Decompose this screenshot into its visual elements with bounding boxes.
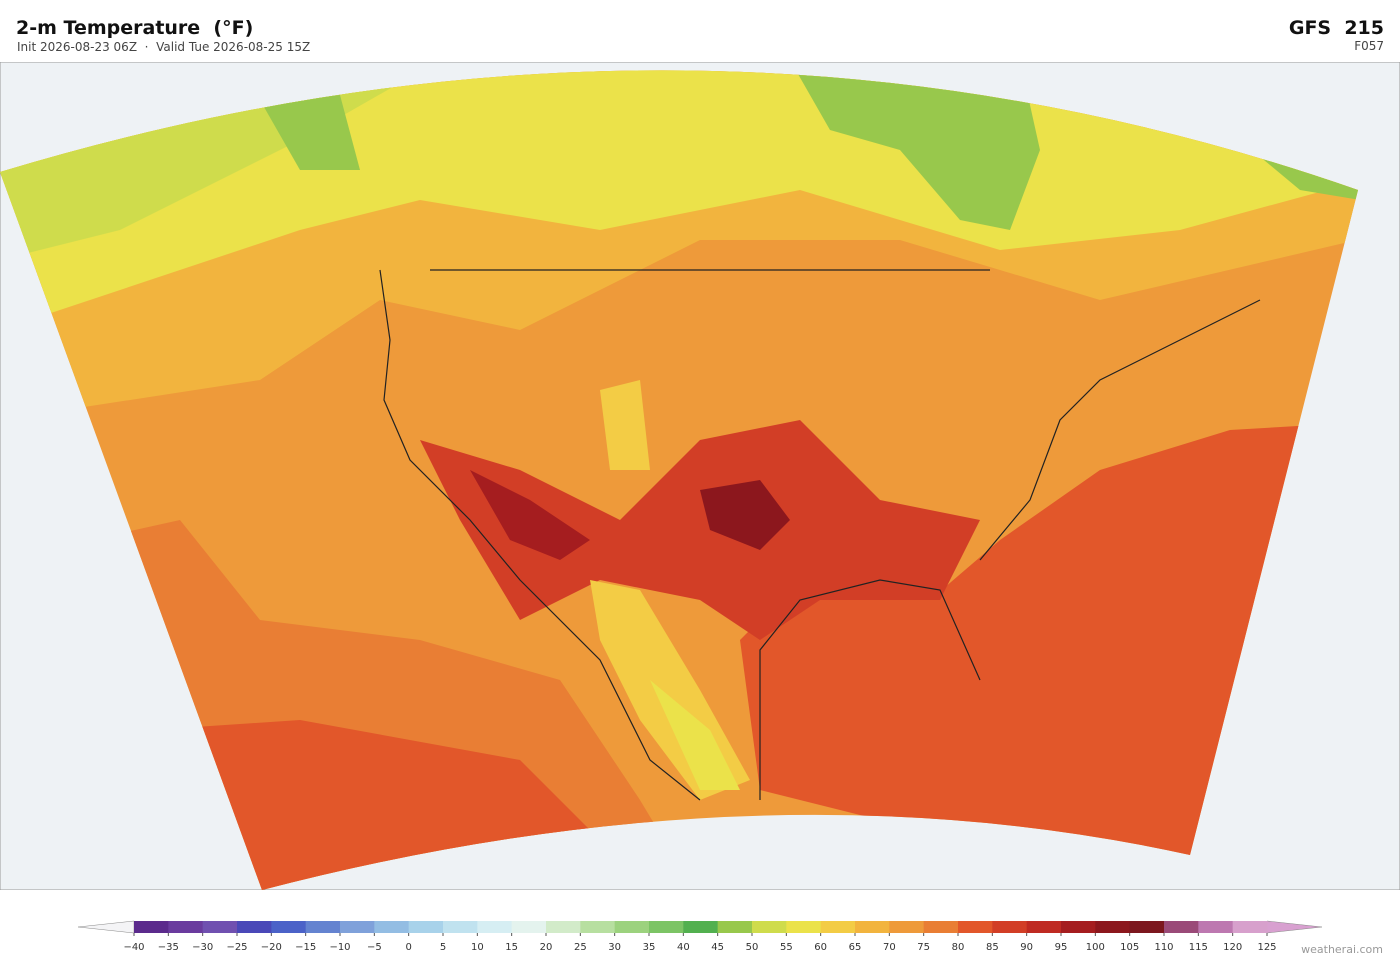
colorbar-bin — [1198, 921, 1234, 933]
colorbar-bin — [408, 921, 444, 933]
colorbar-tick-label: −40 — [123, 942, 144, 953]
colorbar-bin — [889, 921, 925, 933]
colorbar-bin — [580, 921, 616, 933]
colorbar-bin — [820, 921, 856, 933]
colorbar-bin — [237, 921, 272, 933]
colorbar-tick-label: 30 — [608, 942, 621, 953]
colorbar-tick-label: 75 — [917, 942, 930, 953]
colorbar-bin — [340, 921, 375, 933]
colorbar-tick-label: 0 — [405, 942, 411, 953]
colorbar-tick-label: −10 — [329, 942, 350, 953]
colorbar-bin — [134, 921, 169, 933]
colorbar-tick-label: 95 — [1055, 942, 1068, 953]
colorbar-bin — [1026, 921, 1062, 933]
colorbar-bin — [614, 921, 650, 933]
colorbar-tick-label: 50 — [746, 942, 759, 953]
colorbar-tick-label: 40 — [677, 942, 690, 953]
colorbar-tick-label: 85 — [986, 942, 999, 953]
colorbar-bin — [305, 921, 341, 933]
colorbar-tick-label: −15 — [295, 942, 316, 953]
colorbar-tick-label: 90 — [1020, 942, 1033, 953]
title: 2-m Temperature (°F) — [16, 17, 253, 39]
colorbar-tick-label: 60 — [814, 942, 827, 953]
colorbar-bin — [168, 921, 204, 933]
colorbar-tick-label: 15 — [505, 942, 518, 953]
colorbar-tick-label: −5 — [367, 942, 382, 953]
colorbar: −40 −35 −30 −25 −20 −15 −10 −5 0 5 10 15 20 25 30 35 40 4… — [77, 920, 1323, 953]
map — [0, 62, 1400, 890]
colorbar-bin — [374, 921, 410, 933]
colorbar-tick-label: 35 — [643, 942, 656, 953]
colorbar-tick-label: 55 — [780, 942, 793, 953]
colorbar-tick-label: 105 — [1120, 942, 1139, 953]
colorbar-bin — [923, 921, 959, 933]
colorbar-tick-label: −30 — [192, 942, 213, 953]
colorbar-bin — [717, 921, 753, 933]
colorbar-tick-label: 125 — [1257, 942, 1276, 953]
colorbar-tick-label: 10 — [471, 942, 484, 953]
colorbar-bin — [443, 921, 478, 933]
colorbar-bin — [1232, 921, 1268, 933]
colorbar-tick-label: 100 — [1086, 942, 1105, 953]
colorbar-tick-label: 110 — [1154, 942, 1173, 953]
colorbar-tick-label: −20 — [261, 942, 282, 953]
colorbar-tick-label: 80 — [952, 942, 965, 953]
colorbar-bin — [1061, 921, 1096, 933]
model: GFS 215 — [1289, 17, 1384, 39]
colorbar-bin — [511, 921, 547, 933]
colorbar-tick-label: 20 — [540, 942, 553, 953]
colorbar-tick-label: 25 — [574, 942, 587, 953]
colorbar-tick-label: −25 — [226, 942, 247, 953]
coastline — [379, 269, 1261, 801]
colorbar-bin — [855, 921, 890, 933]
colorbar-bin — [1129, 921, 1165, 933]
colorbar-bin — [958, 921, 993, 933]
colorbar-bin — [992, 921, 1028, 933]
colorbar-bin — [1095, 921, 1131, 933]
colorbar-bin — [683, 921, 719, 933]
colorbar-bin — [649, 921, 684, 933]
colorbar-bin — [271, 921, 307, 933]
subtitle: Init 2026-08-23 06Z · Valid Tue 2026-08-… — [17, 40, 310, 54]
colorbar-tick-label: 65 — [849, 942, 862, 953]
colorbar-bin — [202, 921, 238, 933]
colorbar-bin — [546, 921, 581, 933]
colorbar-tick-label: 45 — [711, 942, 724, 953]
colorbar-tick-label: 5 — [440, 942, 446, 953]
colorbar-bin — [752, 921, 787, 933]
colorbar-bin — [786, 921, 822, 933]
colorbar-tick-label: 120 — [1223, 942, 1242, 953]
forecast-hour: F057 — [1354, 39, 1384, 53]
credit: weatherai.com — [1301, 943, 1383, 956]
colorbar-bin — [1164, 921, 1199, 933]
colorbar-bin — [477, 921, 513, 933]
colorbar-tick-label: −35 — [158, 942, 179, 953]
colorbar-tick-label: 115 — [1189, 942, 1208, 953]
colorbar-tick-label: 70 — [883, 942, 896, 953]
